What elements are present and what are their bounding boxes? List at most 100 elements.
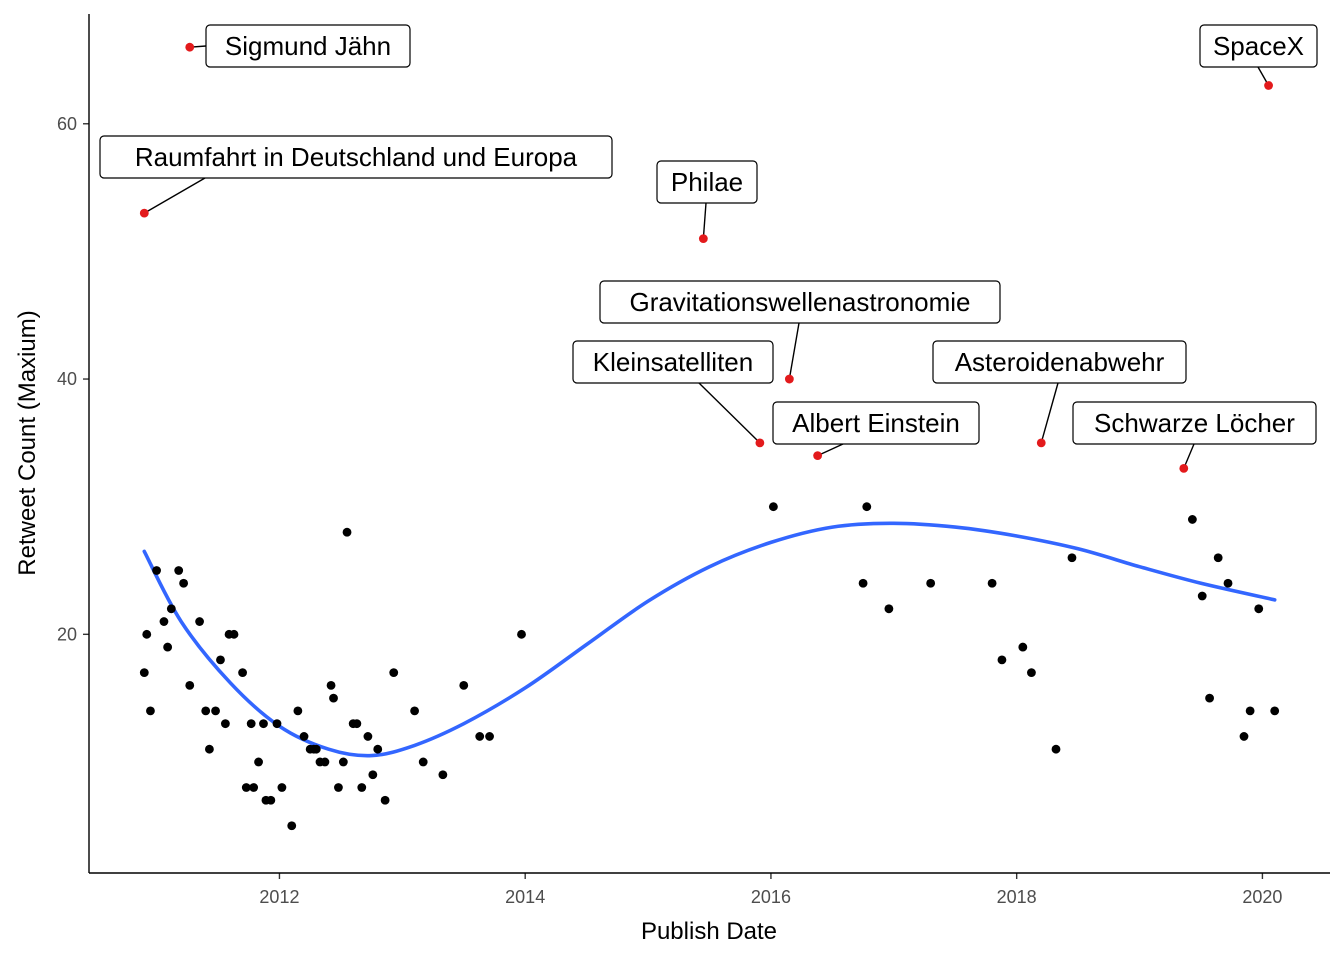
data-point xyxy=(1051,744,1061,754)
annotation-label: Schwarze Löcher xyxy=(1094,408,1295,438)
annotation: Kleinsatelliten xyxy=(572,340,774,448)
data-point xyxy=(142,629,152,639)
data-point xyxy=(1205,693,1214,703)
data-point xyxy=(249,783,259,792)
x-tick-label: 2018 xyxy=(997,887,1037,907)
annotation-label-box xyxy=(205,24,411,68)
data-point xyxy=(1197,591,1207,601)
data-point xyxy=(139,668,149,678)
annotation-leader-line xyxy=(698,382,761,444)
highlighted-data-point xyxy=(1036,438,1046,448)
data-point xyxy=(241,783,251,792)
x-axis-ticks: 2012 2014 2016 2018 2020 xyxy=(259,873,1282,907)
data-point xyxy=(159,617,169,626)
annotation-leader-line xyxy=(788,322,800,380)
highlighted-data-point xyxy=(1179,463,1189,473)
data-point xyxy=(266,795,276,805)
x-axis-title: Publish Date xyxy=(641,918,777,945)
annotation-label: Albert Einstein xyxy=(792,408,960,438)
y-tick-label: 60 xyxy=(57,114,77,134)
annotation-leader-line xyxy=(702,202,707,239)
x-tick-label: 2014 xyxy=(505,887,545,907)
data-point xyxy=(1027,668,1036,678)
annotation-label-box xyxy=(599,280,1001,324)
x-tick-label: 2012 xyxy=(259,887,299,907)
data-point xyxy=(311,744,321,754)
data-point xyxy=(352,719,362,729)
data-point xyxy=(166,604,176,614)
data-point xyxy=(987,578,997,588)
annotation-label-box xyxy=(772,401,980,445)
data-point xyxy=(195,617,204,626)
data-point xyxy=(368,770,378,780)
data-point xyxy=(475,732,485,741)
data-point xyxy=(768,502,778,512)
data-points xyxy=(139,502,1280,831)
data-point xyxy=(1245,706,1255,716)
highlighted-data-point xyxy=(139,208,149,218)
annotation: Schwarze Löcher xyxy=(1072,401,1317,473)
data-point xyxy=(459,680,469,690)
data-point xyxy=(485,732,494,741)
annotation: Sigmund Jähn xyxy=(185,24,411,68)
data-point xyxy=(438,770,448,780)
data-point xyxy=(320,757,330,767)
data-point xyxy=(152,566,161,575)
y-tick-label: 40 xyxy=(57,369,77,389)
annotation-label: Philae xyxy=(671,167,743,197)
highlighted-data-point xyxy=(1264,81,1273,90)
data-point xyxy=(1018,642,1028,652)
data-point xyxy=(357,783,367,792)
annotation-label: Raumfahrt in Deutschland und Europa xyxy=(135,142,578,172)
highlighted-data-point xyxy=(698,234,708,244)
annotation: Asteroidenabwehr xyxy=(932,340,1187,448)
data-point xyxy=(254,757,263,767)
data-point xyxy=(1239,732,1249,741)
data-point xyxy=(220,719,230,729)
annotation-label-box xyxy=(656,160,758,204)
annotation-label: Asteroidenabwehr xyxy=(955,347,1165,377)
annotation-labels: Raumfahrt in Deutschland und Europa Sigmu… xyxy=(99,24,1318,473)
data-point xyxy=(1213,553,1223,563)
data-point xyxy=(410,706,420,716)
y-tick-label: 20 xyxy=(57,624,77,644)
highlighted-data-point xyxy=(185,42,195,52)
data-point xyxy=(329,693,338,703)
data-point xyxy=(1254,604,1264,614)
data-point xyxy=(926,578,936,588)
data-point xyxy=(1187,515,1197,524)
data-point xyxy=(334,783,343,792)
data-point xyxy=(517,629,526,639)
data-point xyxy=(163,642,173,652)
data-point xyxy=(201,706,211,716)
data-point xyxy=(185,680,195,690)
data-point xyxy=(418,757,428,767)
data-point xyxy=(246,719,256,729)
data-point xyxy=(858,578,868,588)
highlighted-data-point xyxy=(755,438,765,448)
highlighted-data-point xyxy=(784,374,794,384)
data-point xyxy=(174,566,184,575)
data-point xyxy=(338,757,348,767)
annotation: Philae xyxy=(656,160,758,244)
data-point xyxy=(293,706,303,716)
annotation: Albert Einstein xyxy=(772,401,980,461)
data-point xyxy=(259,719,268,729)
annotation-label: Sigmund Jähn xyxy=(225,31,391,61)
annotation: Raumfahrt in Deutschland und Europa xyxy=(99,135,613,218)
data-point xyxy=(299,732,309,741)
data-point xyxy=(997,655,1007,665)
highlighted-data-point xyxy=(813,451,823,461)
x-tick-label: 2020 xyxy=(1242,887,1282,907)
data-point xyxy=(363,732,373,741)
y-axis-title: Retweet Count (Maxium) xyxy=(14,310,41,575)
data-point xyxy=(238,668,247,678)
data-point xyxy=(326,680,336,690)
data-point xyxy=(380,795,390,805)
annotation-label-box xyxy=(1072,401,1317,445)
annotation-label-box xyxy=(99,135,613,179)
annotation-label-box xyxy=(572,340,774,384)
annotation-label: SpaceX xyxy=(1213,31,1304,61)
data-point xyxy=(1270,706,1280,716)
